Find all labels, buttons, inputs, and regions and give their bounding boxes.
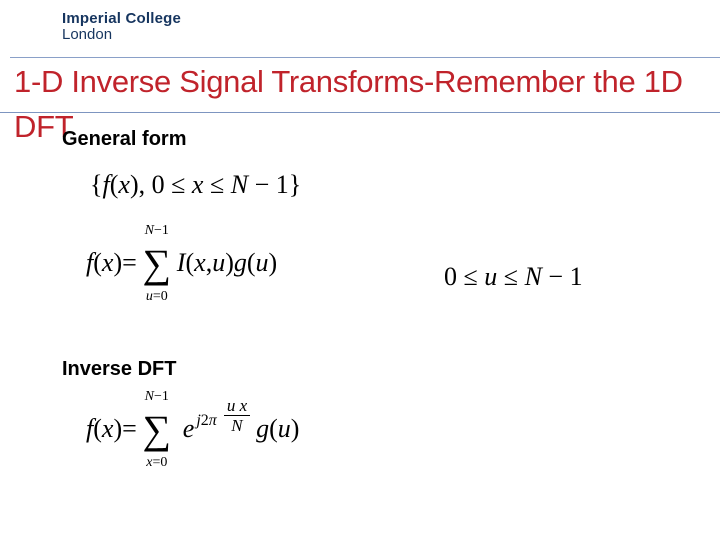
exponent: j2π u x N [196, 397, 250, 434]
title-bottom-rule [0, 112, 720, 113]
equation-signal-set: {f(x), 0 ≤ x ≤ N − 1} [90, 170, 301, 200]
summation-block: N−1 ∑ u=0 [137, 228, 177, 298]
fn-I: I [177, 248, 186, 278]
minus: − [248, 170, 276, 199]
equation-general-transform: f(x) = N−1 ∑ u=0 I(x,u)g(u) [86, 228, 277, 298]
var-x: x [102, 414, 114, 444]
right-brace: } [289, 170, 301, 199]
var-x: x [102, 248, 114, 278]
left-brace: { [90, 170, 102, 199]
equals: = [122, 248, 137, 278]
equation-inverse-dft: f(x) = N−1 ∑ x=0 e j2π u x N g(u) [86, 394, 299, 464]
title-top-rule [10, 57, 720, 58]
rpar3: ) [269, 248, 278, 278]
var-u: u [278, 414, 291, 444]
exp-fraction: u x N [224, 397, 250, 434]
lpar3: ( [247, 248, 256, 278]
var-u: u [212, 248, 225, 278]
sum-lower-limit: u=0 [137, 290, 177, 304]
const-e: e [183, 414, 195, 444]
institution-logo: Imperial College London [62, 10, 181, 43]
lpar2: ( [269, 414, 278, 444]
fn-f: f [86, 414, 93, 444]
fn-f: f [102, 170, 109, 199]
frac-denominator: N [224, 416, 250, 434]
one: 1 [570, 262, 583, 291]
minus: − [542, 262, 570, 291]
var-x2: x [192, 170, 204, 199]
fn-g: g [234, 248, 247, 278]
summation-block: N−1 ∑ x=0 [137, 394, 177, 464]
sum-upper-limit: N−1 [137, 390, 177, 404]
rpar2: ) [291, 414, 300, 444]
fn-f: f [86, 248, 93, 278]
var-u: u [484, 262, 497, 291]
var-N: N [231, 170, 248, 199]
comma: , [139, 170, 152, 199]
sigma-symbol: ∑ [137, 406, 177, 453]
le2: ≤ [203, 170, 230, 199]
section-heading-inverse-dft: Inverse DFT [62, 358, 176, 381]
sum-lower-limit: x=0 [137, 456, 177, 470]
lpar1: ( [93, 248, 102, 278]
section-heading-general-form: General form [62, 128, 186, 151]
var-N: N [525, 262, 542, 291]
le1: ≤ [457, 262, 484, 291]
rpar1: ) [113, 414, 122, 444]
one: 1 [276, 170, 289, 199]
le2: ≤ [497, 262, 524, 291]
sigma-symbol: ∑ [137, 240, 177, 287]
rpar: ) [130, 170, 139, 199]
zero: 0 [152, 170, 165, 199]
logo-line-2: London [62, 26, 181, 43]
equals: = [122, 414, 137, 444]
rpar2: ) [225, 248, 234, 278]
var-x2: x [194, 248, 206, 278]
zero: 0 [444, 262, 457, 291]
var-x: x [118, 170, 130, 199]
var-u2: u [256, 248, 269, 278]
rpar1: ) [113, 248, 122, 278]
le1: ≤ [165, 170, 192, 199]
equation-range-u: 0 ≤ u ≤ N − 1 [444, 262, 583, 292]
exp-2: 2 [201, 412, 209, 429]
frac-numerator: u x [224, 397, 250, 416]
sum-upper-limit: N−1 [137, 224, 177, 238]
lpar2: ( [185, 248, 194, 278]
fn-g: g [256, 414, 269, 444]
logo-line-1: Imperial College [62, 10, 181, 27]
exp-pi: π [209, 412, 217, 429]
lpar1: ( [93, 414, 102, 444]
